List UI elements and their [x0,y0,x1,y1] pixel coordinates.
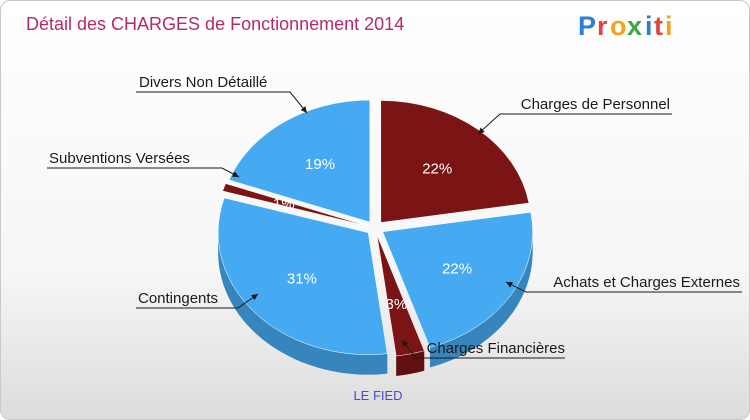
svg-text:i: i [665,11,673,41]
leader-arrowhead [402,340,409,347]
pie-slice-2 [376,234,425,357]
leader-line [136,91,308,114]
svg-text:P: P [578,11,596,41]
svg-text:i: i [645,11,653,41]
leader-arrowhead [251,294,258,301]
leader-line [47,167,240,178]
pie-slice-1 [382,211,533,348]
pie-slice-0 [380,100,530,223]
slice-percent-label: 22% [422,161,452,178]
slice-category-label: Charges Financières [427,340,565,357]
pie-slice-side [396,350,425,377]
svg-text:t: t [654,11,663,41]
category-label: LE FIED [353,388,402,403]
pie-slice-4 [222,183,367,226]
pie-slice-3 [217,197,388,355]
leader-arrowhead [232,171,239,177]
slice-percent-label: 3% [386,296,408,313]
leader-arrowhead [506,282,513,288]
slice-percent-label: 19% [305,156,335,173]
slice-percent-label: 1% [273,195,295,212]
leader-arrowhead [300,106,307,113]
leader-line [477,113,672,135]
leader-arrowhead [478,127,485,134]
pie-slice-side [429,231,533,368]
slice-percent-label: 22% [442,260,472,277]
leader-line [505,281,742,293]
svg-text:x: x [627,11,642,41]
proxiti-logo: P r o x i t i [578,11,673,41]
slice-category-label: Subventions Versées [49,150,190,167]
chart-title: Détail des CHARGES de Fonctionnement 201… [26,14,405,34]
slice-category-label: Divers Non Détaillé [139,74,267,91]
leader-line [401,339,565,359]
pie-slice-5 [228,99,371,223]
pie-slice-side [218,232,388,375]
svg-text:r: r [597,11,608,41]
svg-text:o: o [610,11,627,41]
slice-category-label: Contingents [138,290,218,307]
slice-percent-label: 31% [287,271,317,288]
leader-line [136,293,259,309]
slice-category-label: Achats et Charges Externes [553,274,740,291]
slice-category-label: Charges de Personnel [521,96,670,113]
